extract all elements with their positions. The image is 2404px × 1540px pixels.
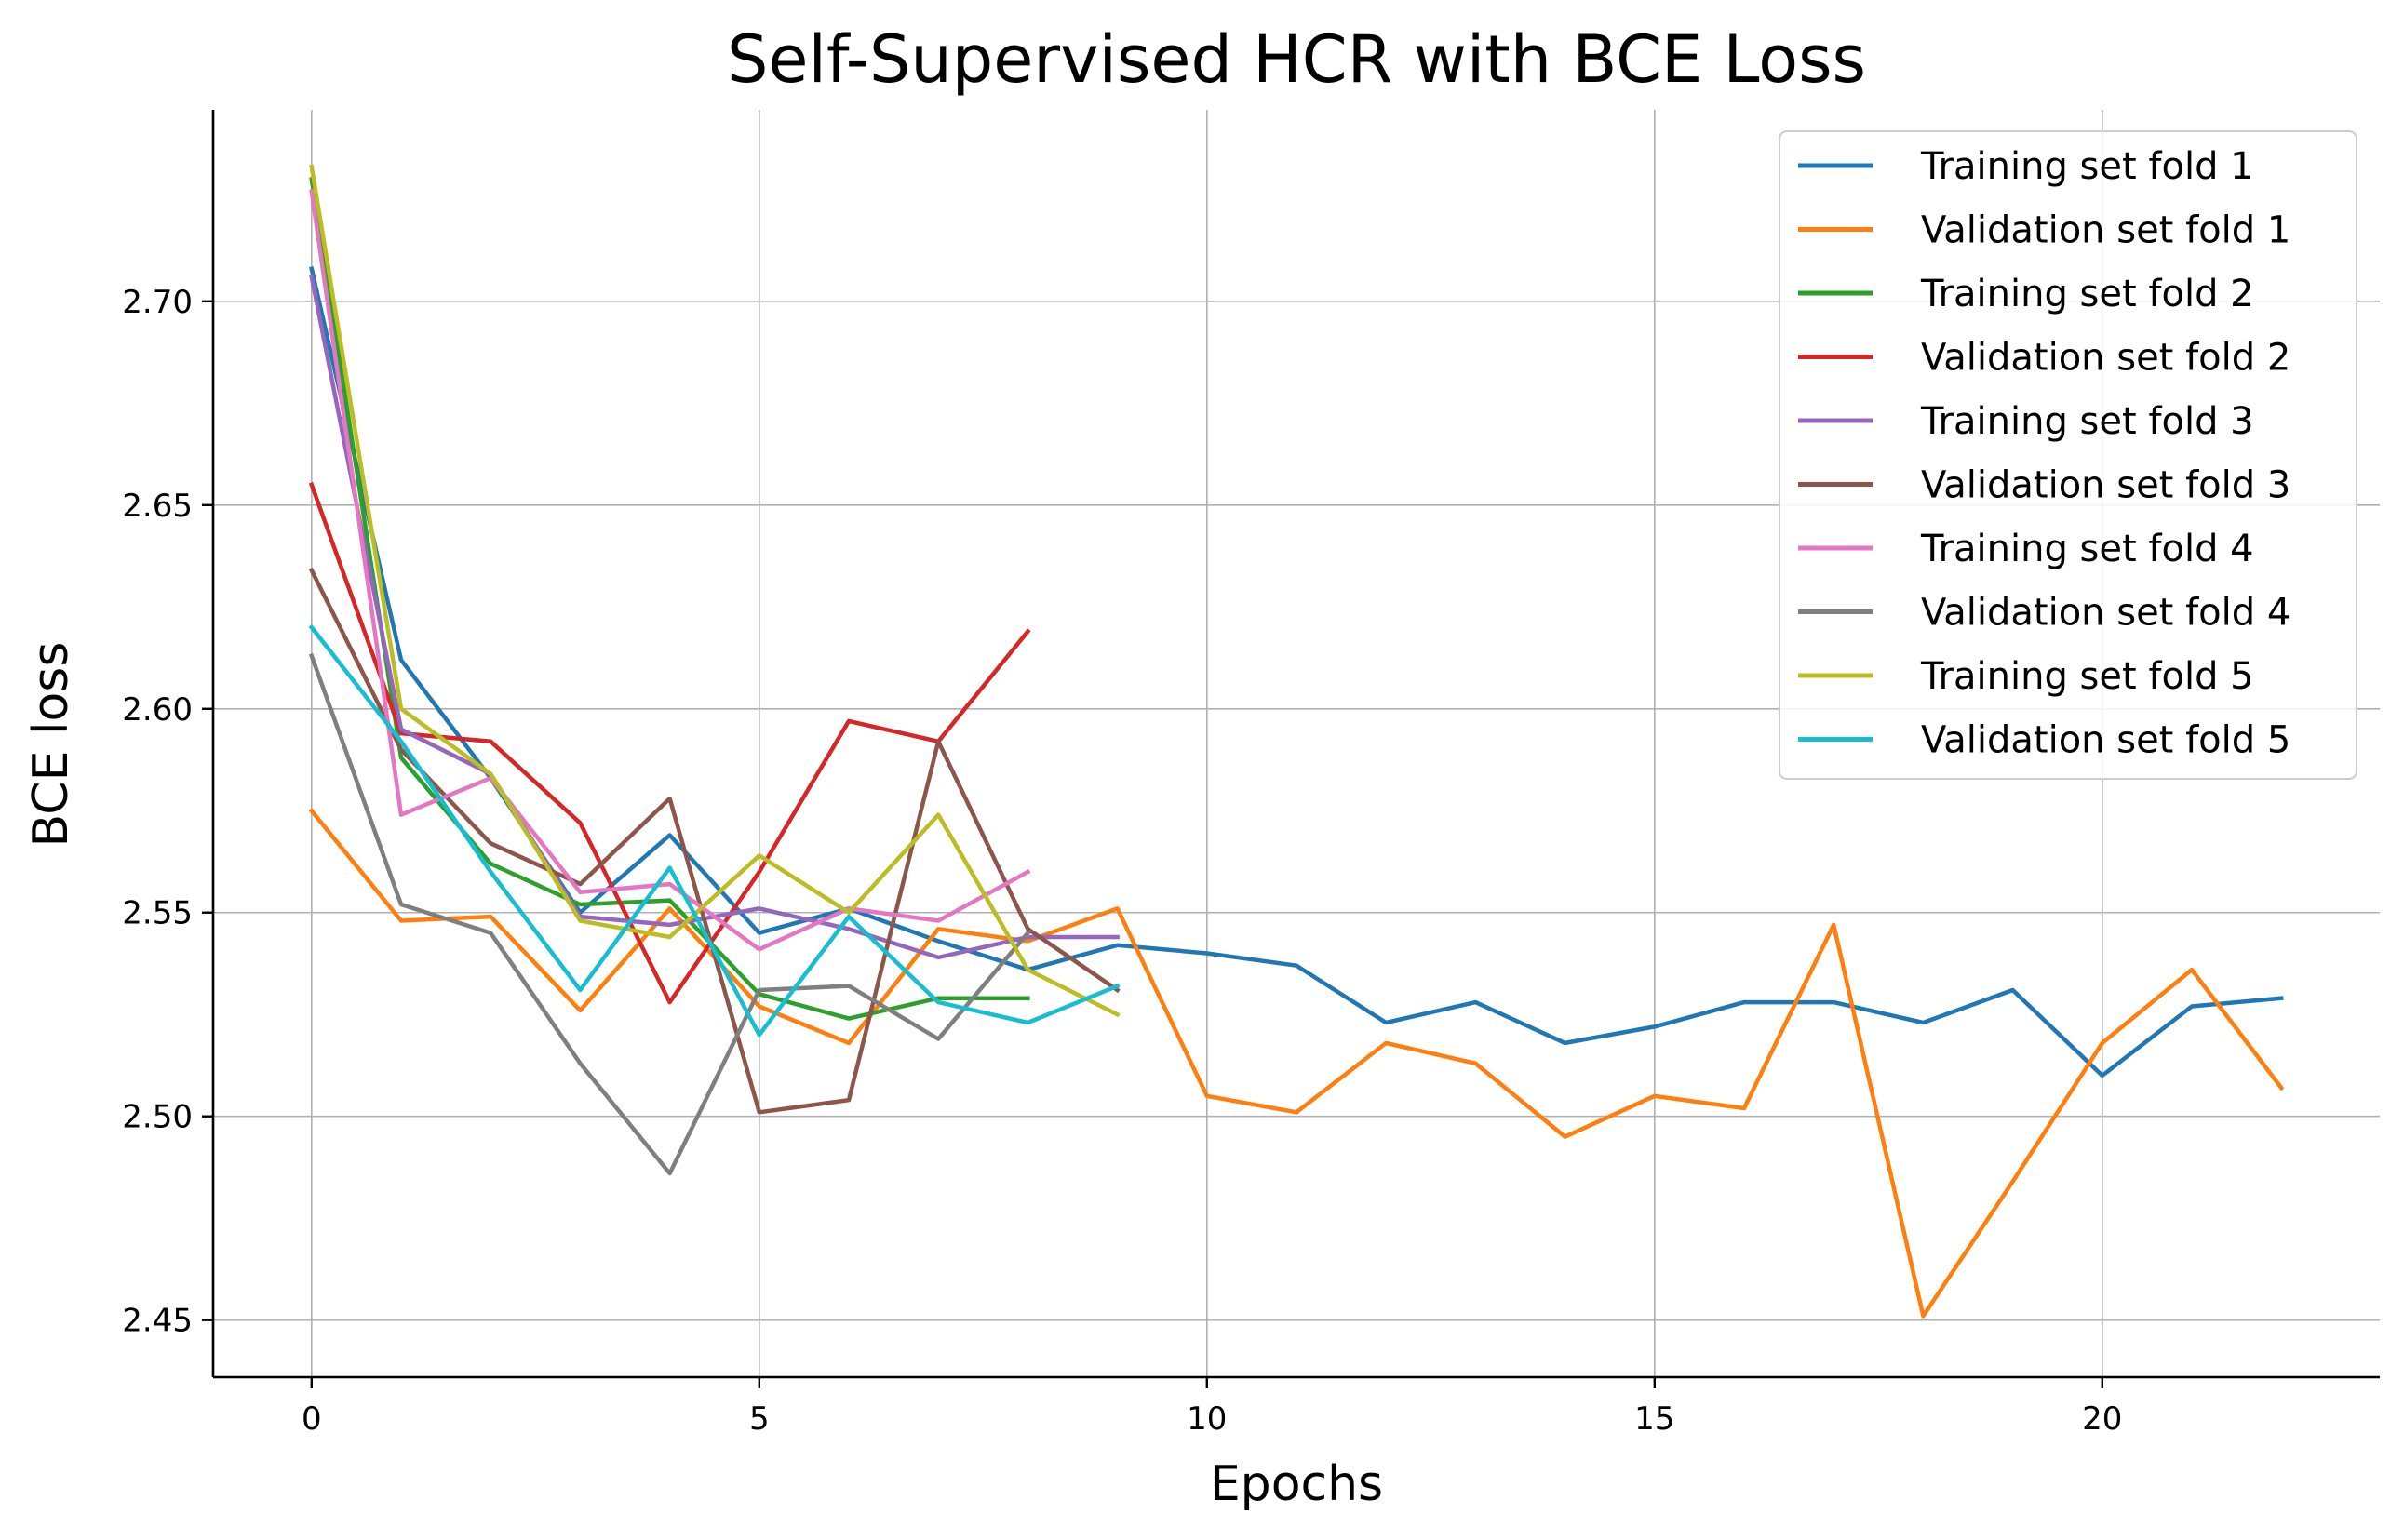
series-line-7 xyxy=(309,189,1031,952)
series-line-3 xyxy=(309,176,1030,1021)
legend-frame xyxy=(1779,130,2357,780)
series-line-4 xyxy=(308,482,1031,1005)
series-line-1 xyxy=(309,266,2284,1078)
series-line-6 xyxy=(308,567,1121,1115)
legend-label: Validation set fold 3 xyxy=(1921,464,2290,507)
series-line-5 xyxy=(309,274,1120,960)
axes xyxy=(211,110,2380,1379)
series-lines xyxy=(308,164,2285,1319)
y-tick-label: 2.60 xyxy=(122,691,193,729)
series-line-9 xyxy=(309,164,1121,1018)
legend: Training set fold 1 Validation set fold 1… xyxy=(1779,130,2357,780)
legend-label: Training set fold 2 xyxy=(1920,273,2254,315)
chart-title: Self-Supervised HCR with BCE Loss xyxy=(727,21,1866,98)
y-tick-label: 2.45 xyxy=(122,1303,193,1340)
legend-label: Validation set fold 1 xyxy=(1921,209,2290,252)
x-tick-label: 10 xyxy=(1187,1400,1227,1438)
y-tick-label: 2.65 xyxy=(122,488,193,525)
x-tick-label: 5 xyxy=(749,1400,770,1438)
series-line-2 xyxy=(308,808,2285,1319)
legend-label: Training set fold 5 xyxy=(1920,655,2254,698)
y-tick-label: 2.70 xyxy=(122,284,193,321)
series-line-10 xyxy=(308,624,1121,1038)
x-axis-label: Epochs xyxy=(1210,1456,1383,1512)
x-tick-label: 0 xyxy=(302,1400,322,1438)
legend-label: Training set fold 1 xyxy=(1920,145,2254,188)
legend-label: Training set fold 3 xyxy=(1920,400,2254,443)
series-line-8 xyxy=(308,652,1031,1176)
y-tick-label: 2.55 xyxy=(122,895,193,932)
legend-label: Validation set fold 2 xyxy=(1921,337,2290,380)
y-axis-label: BCE loss xyxy=(23,642,79,848)
legend-label: Training set fold 4 xyxy=(1920,528,2254,570)
legend-label: Validation set fold 5 xyxy=(1921,719,2290,762)
ticks: 0 5 10 15 20 2.45 2.50 2.55 2.60 2.65 2.70 xyxy=(122,284,2122,1438)
x-tick-label: 20 xyxy=(2082,1400,2122,1438)
x-tick-label: 15 xyxy=(1634,1400,1674,1438)
y-tick-label: 2.50 xyxy=(122,1099,193,1136)
legend-label: Validation set fold 4 xyxy=(1921,592,2290,635)
